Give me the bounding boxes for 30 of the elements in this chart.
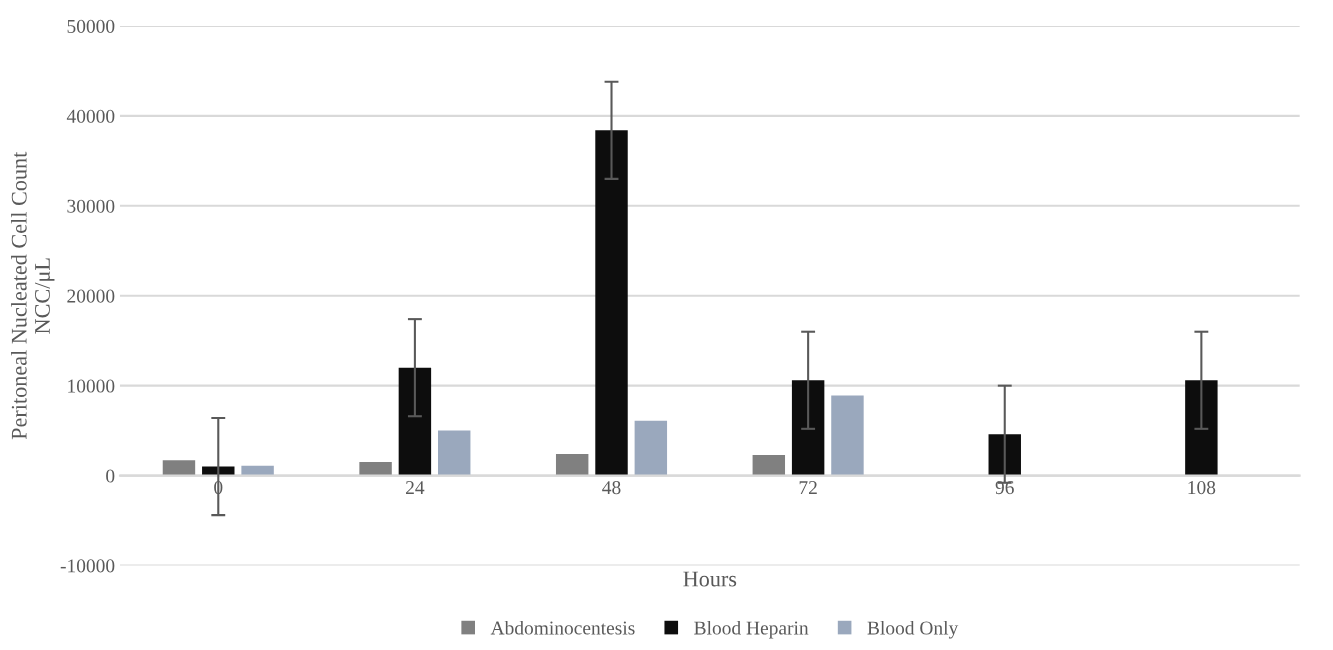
y-axis-title: Peritoneal Nucleated Cell Count NCC/μL: [11, 151, 55, 440]
x-tick-label: 108: [1188, 481, 1216, 495]
bar: [988, 434, 1021, 476]
legend-label: Blood Only: [867, 620, 959, 639]
x-tick-label: 24: [406, 481, 425, 494]
y-tick-label: 10000: [68, 379, 115, 393]
bar: [1185, 380, 1218, 476]
bar: [359, 462, 392, 476]
bar: [595, 130, 628, 476]
x-tick-label: 48: [602, 481, 621, 495]
bar: [752, 454, 786, 476]
bar: [162, 460, 196, 476]
y-tick-label: 50000: [67, 19, 115, 33]
x-tick-label: 72: [799, 481, 817, 494]
legend-label: Blood Heparin: [694, 620, 809, 639]
y-tick-label: -10000: [60, 559, 115, 573]
bar: [438, 430, 471, 476]
bar: [634, 420, 668, 476]
bar: [398, 367, 432, 476]
legend-label: Abdominocentesis: [490, 620, 635, 635]
bar: [831, 395, 864, 476]
y-tick-label: 40000: [66, 109, 115, 123]
bar: [791, 380, 825, 476]
y-tick-label: 0: [106, 469, 115, 483]
bar: [241, 465, 274, 476]
x-tick-label: 96: [995, 481, 1014, 495]
y-tick-label: 20000: [67, 289, 115, 303]
y-tick-label: 30000: [67, 199, 115, 213]
x-axis-title: Hours: [683, 571, 737, 587]
bar: [555, 454, 589, 476]
